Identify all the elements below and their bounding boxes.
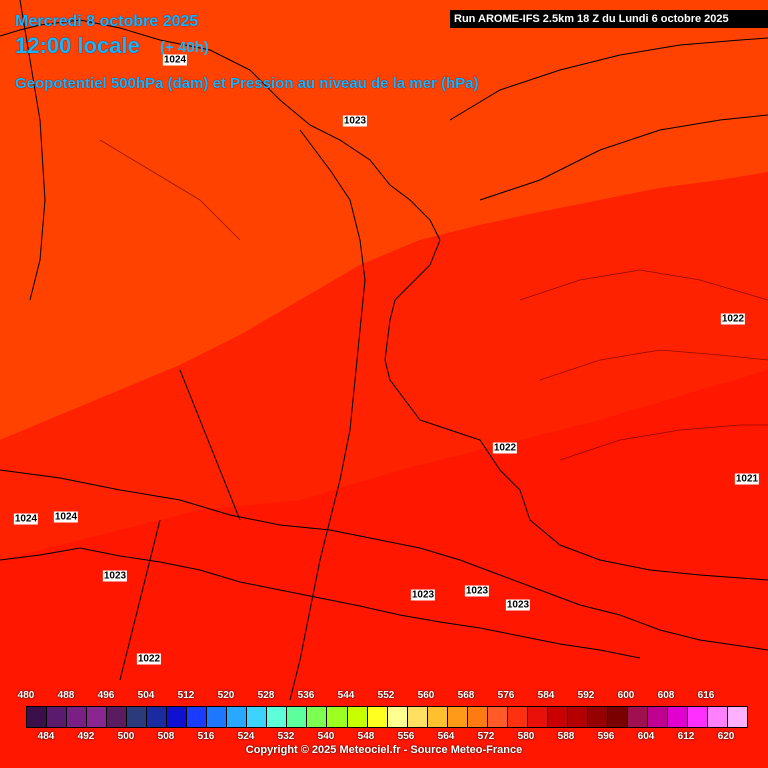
color-cell — [307, 707, 328, 727]
color-cell — [227, 707, 248, 727]
legend-tick: 524 — [237, 731, 255, 742]
legend-tick: 536 — [297, 690, 315, 701]
color-cell — [467, 707, 488, 727]
color-cell — [47, 707, 68, 727]
legend-tick: 488 — [57, 690, 75, 701]
color-cell — [507, 707, 528, 727]
color-cell — [127, 707, 148, 727]
forecast-date: Mercredi 8 octobre 2025 — [15, 13, 199, 30]
color-cell — [587, 707, 608, 727]
legend-tick: 604 — [637, 731, 655, 742]
color-cell — [527, 707, 548, 727]
pressure-label: 1021 — [734, 473, 760, 485]
legend-top-ticks: 480 488 496 504 512 520 528 536 544 552 560 568 576 5… — [0, 690, 768, 704]
color-cell — [367, 707, 388, 727]
legend-tick: 580 — [517, 731, 535, 742]
color-cell — [27, 707, 48, 727]
legend-tick: 584 — [537, 690, 555, 701]
legend-tick: 532 — [277, 731, 295, 742]
color-cell — [627, 707, 648, 727]
pressure-label: 1022 — [136, 653, 162, 665]
legend-tick: 548 — [357, 731, 375, 742]
pressure-label: 1023 — [342, 115, 368, 127]
legend-tick: 508 — [157, 731, 175, 742]
legend-tick: 588 — [557, 731, 575, 742]
legend-tick: 504 — [137, 690, 155, 701]
legend-bottom-ticks: 484 492 500 508 516 524 532 540 548 556 564 572 580 5… — [0, 731, 768, 745]
legend-tick: 600 — [617, 690, 635, 701]
parameter-title: Geopotentiel 500hPa (dam) et Pression au… — [15, 75, 479, 92]
color-cell — [728, 707, 748, 727]
legend-tick: 500 — [117, 731, 135, 742]
pressure-label: 1024 — [13, 513, 39, 525]
legend-tick: 608 — [657, 690, 675, 701]
coastlines-thin — [99, 139, 768, 461]
color-cell — [708, 707, 729, 727]
legend-tick: 564 — [437, 731, 455, 742]
color-cell — [107, 707, 128, 727]
legend-tick: 520 — [217, 690, 235, 701]
color-cell — [607, 707, 628, 727]
legend-tick: 616 — [697, 690, 715, 701]
legend-tick: 572 — [477, 731, 495, 742]
color-cell — [267, 707, 288, 727]
pressure-label: 1024 — [53, 511, 79, 523]
color-cell — [67, 707, 88, 727]
color-cell — [547, 707, 568, 727]
zone-north-band — [0, 0, 768, 440]
pressure-label: 1022 — [720, 313, 746, 325]
color-cell — [327, 707, 348, 727]
color-cell — [247, 707, 268, 727]
color-cell — [347, 707, 368, 727]
pressure-label: 1022 — [492, 442, 518, 454]
color-cell — [688, 707, 709, 727]
color-scale-bar — [26, 706, 748, 728]
legend-tick: 620 — [717, 731, 735, 742]
color-cell — [287, 707, 308, 727]
pressure-label: 1023 — [505, 599, 531, 611]
pressure-label: 1023 — [102, 570, 128, 582]
color-cell — [387, 707, 408, 727]
coastlines — [0, 0, 768, 701]
legend-tick: 612 — [677, 731, 695, 742]
legend-tick: 592 — [577, 690, 595, 701]
color-cell — [407, 707, 428, 727]
legend-tick: 480 — [17, 690, 35, 701]
color-cell — [187, 707, 208, 727]
color-cell — [567, 707, 588, 727]
legend-tick: 484 — [37, 731, 55, 742]
legend-tick: 496 — [97, 690, 115, 701]
color-cell — [668, 707, 689, 727]
legend-tick: 540 — [317, 731, 335, 742]
run-info: Run AROME-IFS 2.5km 18 Z du Lundi 6 octo… — [450, 10, 768, 28]
forecast-offset: (+ 40h) — [160, 39, 209, 56]
legend-tick: 528 — [257, 690, 275, 701]
copyright-text: Copyright © 2025 Meteociel.fr - Source M… — [245, 744, 523, 756]
legend-tick: 596 — [597, 731, 615, 742]
legend-tick: 568 — [457, 690, 475, 701]
color-cell — [147, 707, 168, 727]
color-cell — [487, 707, 508, 727]
pressure-label: 1023 — [410, 589, 436, 601]
legend-tick: 512 — [177, 690, 195, 701]
legend-tick: 516 — [197, 731, 215, 742]
color-cell — [167, 707, 188, 727]
legend-tick: 544 — [337, 690, 355, 701]
legend-tick: 560 — [417, 690, 435, 701]
color-cell — [87, 707, 108, 727]
legend-tick: 556 — [397, 731, 415, 742]
legend-tick: 492 — [77, 731, 95, 742]
pressure-label: 1024 — [162, 54, 188, 66]
color-cell — [207, 707, 228, 727]
zone-south-band — [0, 370, 768, 768]
forecast-time: 12:00 locale — [15, 33, 140, 58]
legend-tick: 552 — [377, 690, 395, 701]
color-cell — [447, 707, 468, 727]
pressure-label: 1023 — [464, 585, 490, 597]
color-cell — [427, 707, 448, 727]
legend-tick: 576 — [497, 690, 515, 701]
color-cell — [647, 707, 668, 727]
